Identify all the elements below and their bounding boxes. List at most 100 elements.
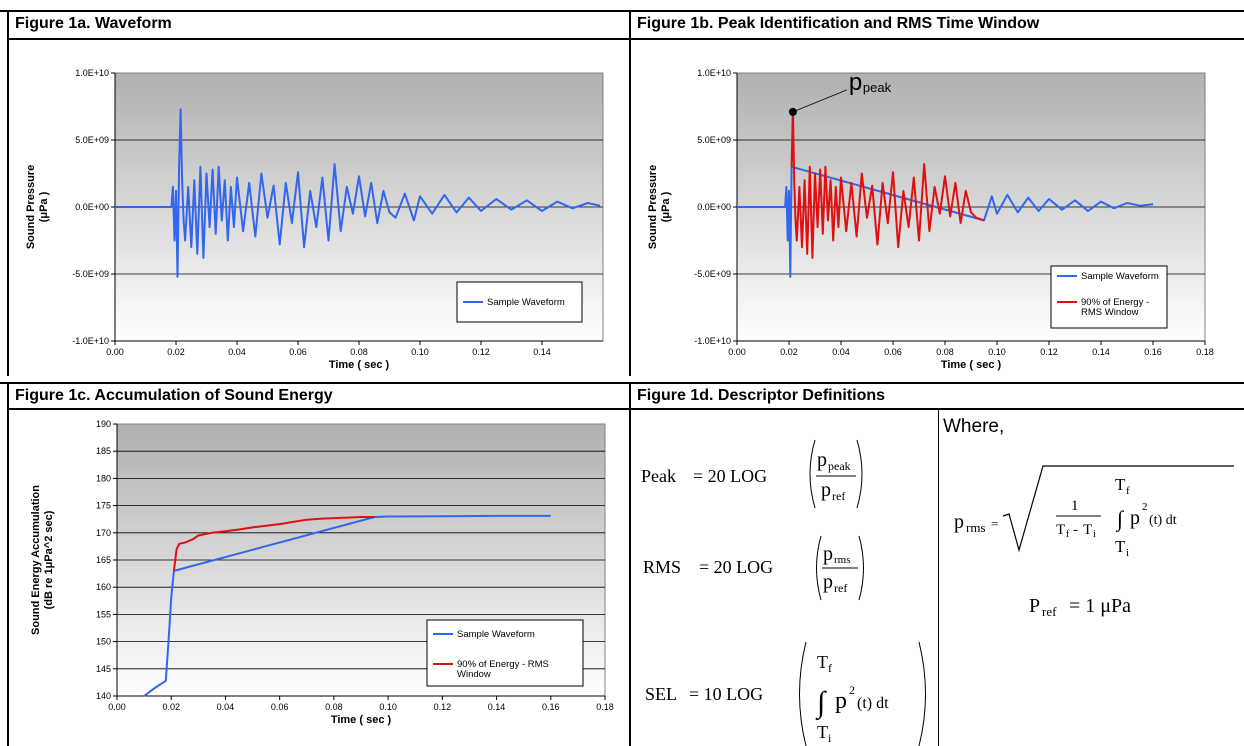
y-axis-label: Sound Pressure xyxy=(25,165,37,249)
rms-eq: = 20 LOG xyxy=(699,557,773,577)
y-tick-label: 1.0E+10 xyxy=(75,68,109,78)
panel-fig1a: Figure 1a. Waveform 1.0E+10 5.0E+09 0.0E+0… xyxy=(7,12,631,376)
fig1d-formulas: Peak = 20 LOG p peak p ref RMS = 20 LOG … xyxy=(641,416,1234,746)
y-axis-label: Sound Energy Accumulation xyxy=(30,485,42,635)
sel-left-paren xyxy=(799,641,807,746)
x-tick-label: 0.02 xyxy=(167,347,185,357)
rms-den-Tf: T xyxy=(1056,522,1065,538)
panel-fig1d: Figure 1d. Descriptor Definitions Peak =… xyxy=(629,384,1244,746)
x-tick-label: 0.08 xyxy=(350,347,368,357)
y-tick-label: 5.0E+09 xyxy=(697,135,731,145)
sel-lhs: SEL xyxy=(645,684,677,704)
rms-upper-sub: f xyxy=(1126,485,1130,497)
legend-label: Sample Waveform xyxy=(457,629,535,640)
x-axis-label: Time ( sec ) xyxy=(941,359,1002,371)
sel-integral-icon: ∫ xyxy=(815,686,827,721)
y-tick-label: -5.0E+09 xyxy=(694,269,731,279)
sel-lower-T: T xyxy=(817,722,828,742)
peak-marker xyxy=(788,107,797,116)
x-axis-label: Time ( sec ) xyxy=(331,714,392,726)
y-axis-label: (μPa ) xyxy=(38,191,50,222)
x-tick-label: 0.10 xyxy=(411,347,429,357)
pref-value: = 1 μPa xyxy=(1069,595,1131,617)
middle-border xyxy=(0,382,1244,384)
y-axis-label: (dB re 1μPa^2 sec) xyxy=(43,510,55,609)
rms-den-Ti: T xyxy=(1083,522,1092,538)
y-tick-label: 190 xyxy=(96,419,111,429)
x-tick-label: 0.12 xyxy=(472,347,490,357)
rms-squared: 2 xyxy=(1142,501,1148,513)
y-tick-label: 180 xyxy=(96,473,111,483)
peak-num-sub: peak xyxy=(828,459,851,473)
x-tick-label: 0.08 xyxy=(936,347,954,357)
sel-dt: (t) dt xyxy=(857,695,889,712)
y-tick-label: -5.0E+09 xyxy=(72,269,109,279)
peak-num-p: p xyxy=(817,449,827,471)
peak-eq: = 20 LOG xyxy=(693,466,767,486)
y-axis-label: (μPa ) xyxy=(660,191,672,222)
x-tick-label: 0.18 xyxy=(1196,347,1214,357)
y-tick-label: -1.0E+10 xyxy=(72,336,109,346)
x-tick-label: 0.12 xyxy=(434,702,452,712)
rms-den-p: p xyxy=(823,571,833,593)
panel-fig1b: Figure 1b. Peak Identification and RMS T… xyxy=(629,12,1244,376)
x-tick-label: 0.12 xyxy=(1040,347,1058,357)
y-tick-label: 185 xyxy=(96,446,111,456)
x-tick-label: 0.06 xyxy=(884,347,902,357)
legend-label: Sample Waveform xyxy=(1081,271,1159,282)
series-line xyxy=(172,516,375,572)
sqrt-icon xyxy=(1002,465,1234,553)
rms-left-paren xyxy=(816,535,822,601)
series-line xyxy=(790,108,985,259)
y-tick-label: 150 xyxy=(96,637,111,647)
peak-den-p: p xyxy=(821,479,831,501)
series-line xyxy=(115,108,601,278)
y-tick-label: 155 xyxy=(96,609,111,619)
fig1c-title-underline xyxy=(9,408,631,410)
prms-p: p xyxy=(954,511,964,533)
x-tick-label: 0.06 xyxy=(289,347,307,357)
sel-squared: 2 xyxy=(849,683,855,697)
legend-label: Window xyxy=(457,669,491,680)
rms-num-p: p xyxy=(823,543,833,565)
fig1c-title: Figure 1c. Accumulation of Sound Energy xyxy=(15,387,333,404)
x-axis-label: Time ( sec ) xyxy=(329,359,390,371)
peak-right-paren xyxy=(856,439,863,509)
x-tick-label: 0.16 xyxy=(1144,347,1162,357)
x-tick-label: 0.14 xyxy=(488,702,506,712)
rms-one: 1 xyxy=(1071,498,1079,514)
panel-fig1c: Figure 1c. Accumulation of Sound Energy … xyxy=(7,384,631,746)
fig1a-chart: 1.0E+105.0E+090.0E+00-5.0E+09-1.0E+100.0… xyxy=(25,68,604,371)
y-tick-label: 145 xyxy=(96,664,111,674)
x-tick-label: 0.00 xyxy=(106,347,124,357)
legend-label: Sample Waveform xyxy=(487,297,565,308)
y-tick-label: 5.0E+09 xyxy=(75,135,109,145)
x-tick-label: 0.10 xyxy=(988,347,1006,357)
x-tick-label: 0.08 xyxy=(325,702,343,712)
prms-eq: = xyxy=(991,516,998,531)
x-tick-label: 0.00 xyxy=(728,347,746,357)
x-tick-label: 0.04 xyxy=(832,347,850,357)
series-line xyxy=(143,514,551,697)
rms-integral-icon: ∫ xyxy=(1115,506,1125,532)
pref-sub: ref xyxy=(1042,604,1057,619)
x-tick-label: 0.14 xyxy=(1092,347,1110,357)
y-tick-label: -1.0E+10 xyxy=(694,336,731,346)
pref-P: P xyxy=(1029,595,1040,617)
sel-upper-T: T xyxy=(817,652,828,672)
peak-left-paren xyxy=(809,439,816,509)
fig1b-chart: 1.0E+105.0E+090.0E+00-5.0E+09-1.0E+100.0… xyxy=(647,68,1214,371)
fig1a-title-underline xyxy=(9,38,631,40)
y-tick-label: 0.0E+00 xyxy=(75,202,109,212)
rms-lhs: RMS xyxy=(643,557,681,577)
x-tick-label: 0.02 xyxy=(162,702,180,712)
sel-integrand: p xyxy=(835,688,847,714)
x-tick-label: 0.00 xyxy=(108,702,126,712)
legend-box xyxy=(426,619,584,687)
rms-den-Tf-sub: f xyxy=(1066,529,1070,540)
rms-integrand: p xyxy=(1130,507,1140,529)
legend-label: 90% of Energy - RMS xyxy=(457,659,549,670)
peak-label: p xyxy=(849,69,862,96)
fig1b-title: Figure 1b. Peak Identification and RMS T… xyxy=(637,15,1040,32)
